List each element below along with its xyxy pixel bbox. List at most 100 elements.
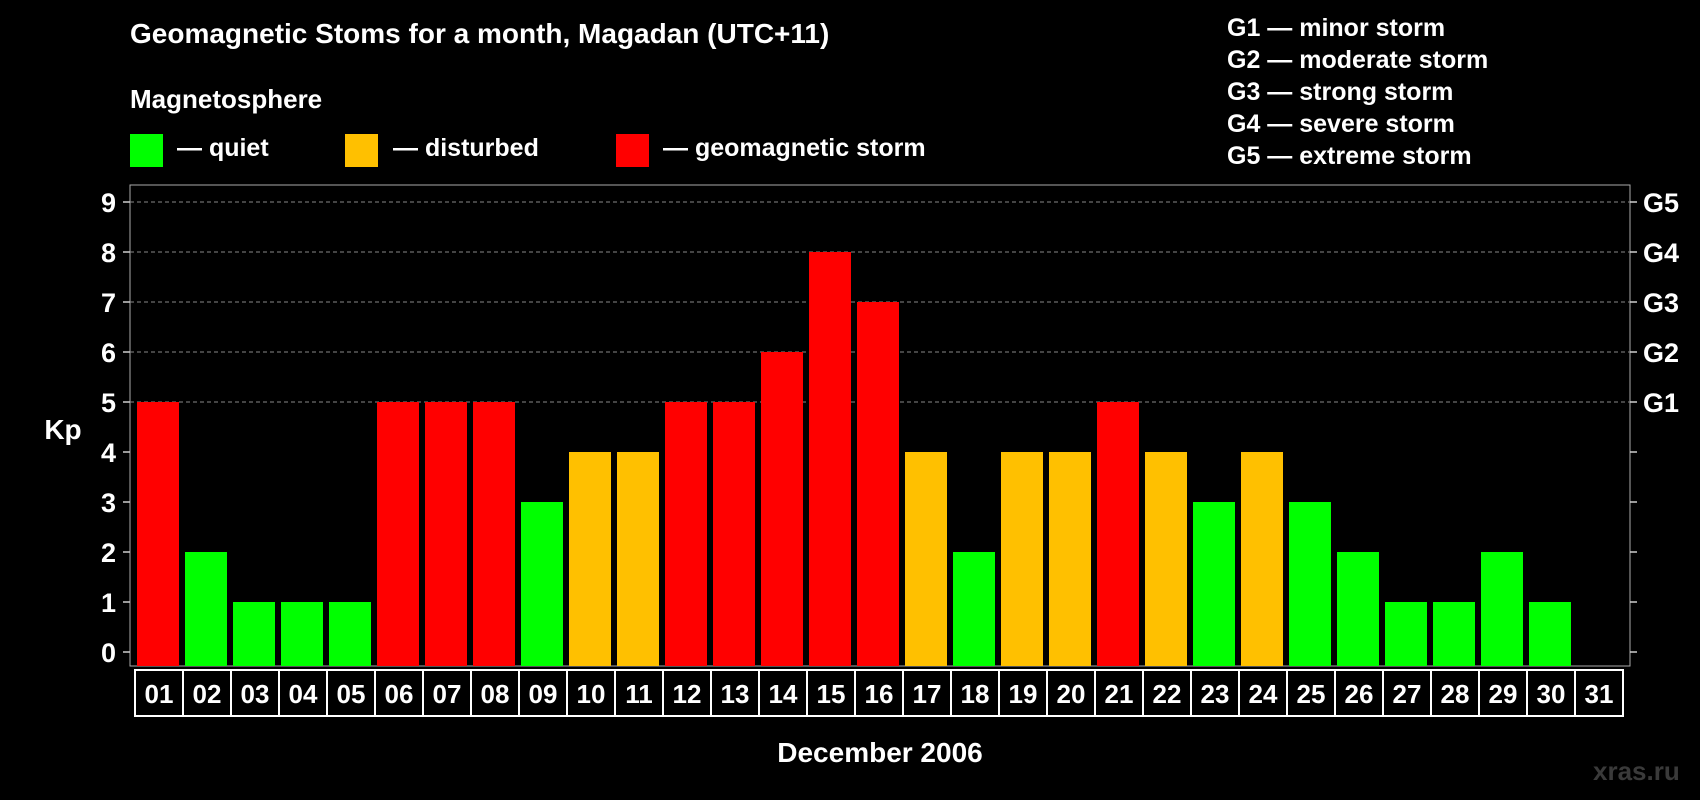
x-category-box-08 — [470, 669, 520, 717]
bar-day-04 — [281, 602, 323, 666]
bar-day-17 — [905, 452, 947, 666]
x-category-box-19 — [998, 669, 1048, 717]
x-category-box-27 — [1382, 669, 1432, 717]
bar-day-20 — [1049, 452, 1091, 666]
x-category-box-17 — [902, 669, 952, 717]
x-tick-label-17: 17 — [913, 679, 942, 709]
bar-day-27 — [1385, 602, 1427, 666]
right-axis-label-g1: G1 — [1643, 388, 1679, 418]
y-tick-label-2: 2 — [101, 538, 116, 568]
bar-day-05 — [329, 602, 371, 666]
y-tick-label-5: 5 — [101, 388, 116, 418]
x-tick-label-21: 21 — [1105, 679, 1134, 709]
g-scale-item-g5: G5 — extreme storm — [1227, 142, 1472, 170]
x-category-box-05 — [326, 669, 376, 717]
bar-day-11 — [617, 452, 659, 666]
x-tick-label-08: 08 — [481, 679, 510, 709]
bar-day-12 — [665, 402, 707, 666]
right-axis-label-g5: G5 — [1643, 188, 1679, 218]
x-tick-label-25: 25 — [1297, 679, 1326, 709]
legend-swatch-disturbed — [345, 134, 378, 167]
x-category-box-10 — [566, 669, 616, 717]
g-scale-item-g4: G4 — severe storm — [1227, 110, 1455, 138]
bar-day-01 — [137, 402, 179, 666]
x-category-box-23 — [1190, 669, 1240, 717]
g-scale-item-g3: G3 — strong storm — [1227, 78, 1454, 106]
bar-day-02 — [185, 552, 227, 666]
x-category-box-21 — [1094, 669, 1144, 717]
x-tick-label-28: 28 — [1441, 679, 1470, 709]
x-tick-label-31: 31 — [1585, 679, 1614, 709]
y-tick-label-3: 3 — [101, 488, 116, 518]
x-tick-label-30: 30 — [1537, 679, 1566, 709]
bar-day-24 — [1241, 452, 1283, 666]
bar-day-15 — [809, 252, 851, 666]
x-tick-label-01: 01 — [145, 679, 174, 709]
x-category-box-01 — [134, 669, 184, 717]
bar-day-30 — [1529, 602, 1571, 666]
x-tick-label-12: 12 — [673, 679, 702, 709]
x-tick-label-23: 23 — [1201, 679, 1230, 709]
x-category-box-31 — [1574, 669, 1624, 717]
x-tick-label-04: 04 — [289, 679, 318, 709]
x-tick-label-05: 05 — [337, 679, 366, 709]
x-tick-label-22: 22 — [1153, 679, 1182, 709]
y-tick-label-9: 9 — [101, 188, 116, 218]
legend-label-disturbed: — disturbed — [393, 134, 539, 162]
y-tick-label-0: 0 — [101, 638, 116, 668]
bar-day-07 — [425, 402, 467, 666]
x-tick-label-27: 27 — [1393, 679, 1422, 709]
y-axis-label: Kp — [44, 414, 81, 445]
x-tick-label-16: 16 — [865, 679, 894, 709]
x-category-box-12 — [662, 669, 712, 717]
bar-day-10 — [569, 452, 611, 666]
bar-day-21 — [1097, 402, 1139, 666]
x-category-box-09 — [518, 669, 568, 717]
x-category-box-02 — [182, 669, 232, 717]
x-category-box-30 — [1526, 669, 1576, 717]
bar-day-22 — [1145, 452, 1187, 666]
bar-day-06 — [377, 402, 419, 666]
x-tick-label-13: 13 — [721, 679, 750, 709]
legend-swatch-storm — [616, 134, 649, 167]
g-scale-item-g2: G2 — moderate storm — [1227, 46, 1489, 74]
x-category-box-03 — [230, 669, 280, 717]
bar-day-18 — [953, 552, 995, 666]
x-tick-label-26: 26 — [1345, 679, 1374, 709]
x-tick-label-18: 18 — [961, 679, 990, 709]
y-tick-label-4: 4 — [101, 438, 116, 468]
right-axis-label-g4: G4 — [1643, 238, 1679, 268]
x-tick-label-07: 07 — [433, 679, 462, 709]
y-tick-label-8: 8 — [101, 238, 116, 268]
x-category-box-11 — [614, 669, 664, 717]
x-tick-label-20: 20 — [1057, 679, 1086, 709]
bar-day-23 — [1193, 502, 1235, 666]
chart-title: Geomagnetic Stoms for a month, Magadan (… — [130, 18, 830, 49]
x-tick-label-03: 03 — [241, 679, 270, 709]
bar-day-09 — [521, 502, 563, 666]
y-tick-label-6: 6 — [101, 338, 116, 368]
x-tick-label-19: 19 — [1009, 679, 1038, 709]
x-axis-label: December 2006 — [777, 737, 983, 768]
legend-heading: Magnetosphere — [130, 84, 323, 114]
bar-day-03 — [233, 602, 275, 666]
watermark: xras.ru — [1593, 756, 1680, 786]
legend-label-storm: — geomagnetic storm — [663, 134, 926, 162]
legend-swatch-quiet — [130, 134, 163, 167]
x-tick-label-24: 24 — [1249, 679, 1278, 709]
bar-day-25 — [1289, 502, 1331, 666]
g-scale-item-g1: G1 — minor storm — [1227, 14, 1446, 42]
x-category-box-25 — [1286, 669, 1336, 717]
x-tick-label-02: 02 — [193, 679, 222, 709]
x-tick-label-15: 15 — [817, 679, 846, 709]
right-axis-label-g3: G3 — [1643, 288, 1679, 318]
x-tick-label-11: 11 — [625, 679, 653, 709]
bar-day-14 — [761, 352, 803, 666]
y-tick-label-1: 1 — [101, 588, 116, 618]
x-tick-label-29: 29 — [1489, 679, 1518, 709]
x-category-box-15 — [806, 669, 856, 717]
bar-day-08 — [473, 402, 515, 666]
x-tick-label-06: 06 — [385, 679, 414, 709]
x-tick-label-10: 10 — [577, 679, 606, 709]
